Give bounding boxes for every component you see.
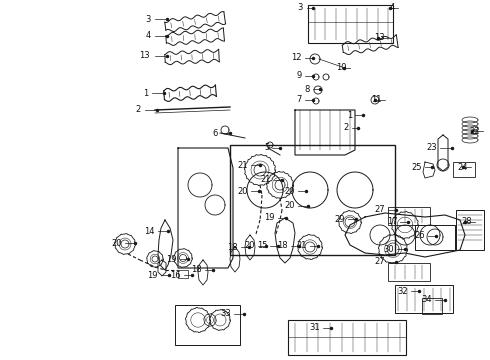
Text: 27: 27 xyxy=(374,206,385,215)
Bar xyxy=(388,207,430,225)
Text: 20: 20 xyxy=(285,202,295,211)
Text: 23: 23 xyxy=(426,144,437,153)
Text: 10: 10 xyxy=(337,63,347,72)
Bar xyxy=(175,305,240,345)
Text: 1: 1 xyxy=(143,89,148,98)
Text: 31: 31 xyxy=(309,324,320,333)
Bar xyxy=(395,285,453,313)
Text: 21: 21 xyxy=(261,175,271,184)
Text: 19: 19 xyxy=(147,270,158,279)
Text: 2: 2 xyxy=(136,105,141,114)
Text: 11: 11 xyxy=(371,95,382,104)
Text: 9: 9 xyxy=(297,72,302,81)
Bar xyxy=(456,210,484,250)
Text: 29: 29 xyxy=(335,215,345,224)
Bar xyxy=(178,270,188,278)
Text: 14: 14 xyxy=(145,226,155,235)
Bar xyxy=(288,320,406,355)
Text: 2: 2 xyxy=(344,123,349,132)
Text: 34: 34 xyxy=(421,296,432,305)
Text: 17: 17 xyxy=(388,217,398,226)
Text: 19: 19 xyxy=(265,213,275,222)
Text: 22: 22 xyxy=(469,126,480,135)
Bar xyxy=(453,162,475,177)
Bar xyxy=(415,225,455,250)
Bar xyxy=(230,145,395,255)
Text: 7: 7 xyxy=(296,95,302,104)
Text: 15: 15 xyxy=(258,242,268,251)
Text: 32: 32 xyxy=(397,287,408,296)
Text: 20: 20 xyxy=(285,186,295,195)
Text: 1: 1 xyxy=(347,111,352,120)
Text: 18: 18 xyxy=(192,266,202,274)
Text: 6: 6 xyxy=(213,129,218,138)
Text: 4: 4 xyxy=(390,4,395,13)
Text: 8: 8 xyxy=(305,85,310,94)
Text: 3: 3 xyxy=(146,14,151,23)
Text: 18: 18 xyxy=(227,243,238,252)
Text: 12: 12 xyxy=(292,54,302,63)
Bar xyxy=(422,298,442,314)
Text: 3: 3 xyxy=(297,4,303,13)
Text: 26: 26 xyxy=(415,231,425,240)
Text: 30: 30 xyxy=(383,244,394,253)
Text: 13: 13 xyxy=(139,51,150,60)
Text: 21: 21 xyxy=(296,242,307,251)
Text: 33: 33 xyxy=(220,310,231,319)
Text: 20: 20 xyxy=(245,242,255,251)
Bar xyxy=(388,263,430,281)
Text: 25: 25 xyxy=(412,162,422,171)
Text: 20: 20 xyxy=(238,186,248,195)
Bar xyxy=(308,5,393,43)
Text: 19: 19 xyxy=(167,255,177,264)
Text: 21: 21 xyxy=(238,161,248,170)
Text: 27: 27 xyxy=(374,257,385,266)
Text: 18: 18 xyxy=(277,242,288,251)
Text: 24: 24 xyxy=(458,162,468,171)
Text: 5: 5 xyxy=(265,144,270,153)
Text: 4: 4 xyxy=(146,31,151,40)
Text: 28: 28 xyxy=(462,217,472,226)
Text: 13: 13 xyxy=(374,33,385,42)
Text: 20: 20 xyxy=(112,238,122,248)
Text: 16: 16 xyxy=(171,270,181,279)
